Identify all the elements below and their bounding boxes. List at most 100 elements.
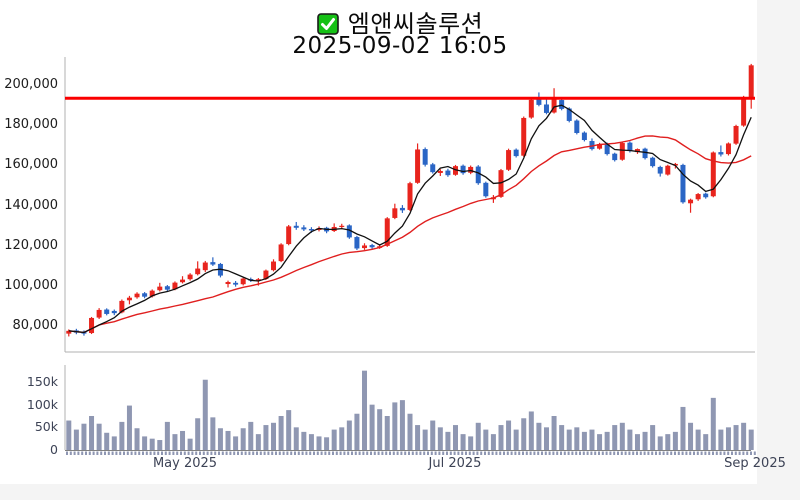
volume-bar [104,432,110,450]
volume-bar [581,431,587,450]
up-candle [195,268,201,275]
volume-bar [362,370,368,450]
up-candle [126,297,132,301]
volume-bar [134,428,140,450]
volume-bar [119,421,125,450]
down-candle [460,165,466,174]
up-candle [619,143,625,160]
volume-bar [657,436,663,450]
up-candle [157,286,163,291]
up-candle [255,279,261,281]
volume-bar [316,436,322,450]
up-candle [180,279,186,283]
volume-bar [331,429,337,450]
down-candle [354,237,360,249]
right-margin [757,0,800,484]
date-tick-label: Jul 2025 [428,456,482,471]
price-tick-label: 80,000 [12,318,59,333]
checked-checkbox-icon[interactable] [316,13,339,35]
down-candle [680,164,686,203]
volume-bar [377,409,383,450]
volume-bar [301,431,307,450]
volume-bar [324,437,330,450]
up-candle [339,225,345,227]
down-candle [581,132,587,141]
down-candle [559,100,565,109]
volume-bar [240,428,246,450]
stock-name: 엠앤씨솔루션 [347,10,484,38]
down-candle [536,99,542,105]
down-candle [604,143,610,155]
volume-bar [354,413,360,450]
volume-bar [528,411,534,450]
volume-bar [627,429,633,450]
volume-bar [521,418,527,450]
volume-bar [475,422,481,450]
down-candle [589,141,595,150]
volume-bar [202,379,208,450]
down-candle [422,149,428,165]
up-candle [733,125,739,144]
price-tick-label: 200,000 [4,77,58,92]
volume-bar [559,425,565,450]
up-candle [134,293,140,298]
up-candle [89,317,95,334]
volume-bar [642,431,648,450]
volume-bar [293,427,299,450]
volume-bar [612,425,618,450]
volume-bar [748,429,754,450]
volume-bar [452,425,458,450]
down-candle [164,286,170,290]
volume-bar [126,405,132,450]
date-tick-label: May 2025 [152,456,218,471]
up-candle [149,290,155,297]
volume-bar [589,429,595,450]
volume-bar [407,413,413,450]
price-tick-label: 120,000 [4,237,58,253]
volume-bar [490,434,496,450]
volume-bar [543,427,549,450]
down-candle [308,228,314,231]
volume-bar [255,434,261,450]
volume-bar [217,428,223,450]
down-candle [111,310,117,314]
up-candle [634,149,640,153]
down-candle [293,225,299,228]
volume-bar [172,434,178,450]
up-candle [96,309,102,318]
price-tick-label: 100,000 [4,277,58,293]
volume-bar [430,420,436,450]
down-candle [233,282,239,285]
down-candle [650,157,656,167]
volume-bar [498,425,504,450]
up-candle [392,208,398,218]
price-tick-label: 140,000 [4,197,58,213]
volume-bar [733,425,739,450]
volume-bar [233,436,239,450]
volume-bar [483,429,489,450]
volume-bar [66,420,72,450]
volume-bar [604,431,610,450]
volume-tick-label: 50k [34,419,58,435]
volume-bar [506,420,512,450]
volume-bar [688,422,694,450]
volume-bar [286,410,292,450]
up-candle [271,261,277,271]
up-candle [528,99,534,118]
volume-bar [513,429,519,450]
up-candle [187,274,193,280]
down-candle [627,142,633,152]
up-candle [240,278,246,285]
down-candle [574,120,580,133]
up-candle [437,170,443,173]
up-candle [688,199,694,204]
chart-title: 엠앤씨솔루션 [0,4,800,39]
volume-bar [437,427,443,450]
volume-bar [180,430,186,450]
volume-bar [210,417,216,450]
volume-bar [536,422,542,450]
volume-bar [308,434,314,450]
down-candle [718,152,724,155]
